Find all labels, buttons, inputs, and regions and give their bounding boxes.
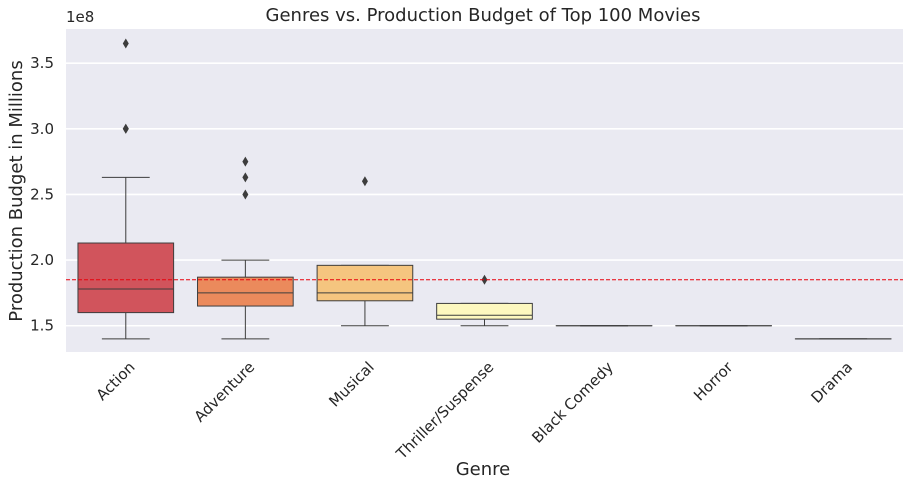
chart-title: Genres vs. Production Budget of Top 100 … — [266, 5, 701, 26]
x-axis-label: Genre — [456, 459, 511, 480]
y-tick-label: 3.5 — [30, 54, 54, 72]
iqr-box — [197, 276, 294, 307]
iqr-box — [436, 302, 533, 320]
y-axis-offset-label: 1e8 — [66, 8, 94, 26]
x-tick-label: Drama — [807, 358, 856, 407]
outlier-point — [122, 38, 129, 49]
outlier-point — [122, 123, 129, 134]
outlier-point — [242, 172, 249, 183]
outlier-point — [242, 156, 249, 167]
box-action — [77, 38, 175, 340]
x-tick-label: Action — [93, 358, 139, 404]
x-tick-label: Black Comedy — [528, 358, 617, 447]
box-musical — [316, 176, 414, 327]
y-tick-label: 1.5 — [30, 317, 54, 335]
boxes — [77, 38, 892, 340]
y-tick-label: 2.5 — [30, 185, 54, 203]
x-tick-label: Horror — [690, 358, 737, 405]
box-adventure — [197, 156, 294, 340]
x-tick-label: Musical — [325, 358, 377, 410]
x-axis-ticks: Action Adventure Musical Thriller/Suspense B… — [93, 358, 856, 464]
outlier-point — [242, 189, 249, 200]
x-tick-label: Adventure — [191, 358, 259, 426]
iqr-box — [77, 242, 175, 314]
outlier-point — [361, 176, 368, 187]
y-tick-label: 3.0 — [30, 120, 54, 138]
y-tick-label: 2.0 — [30, 251, 54, 269]
y-axis-label: Production Budget in Millions — [6, 60, 27, 321]
outlier-point — [481, 274, 488, 285]
y-axis-ticks: 1.5 2.0 2.5 3.0 3.5 — [30, 54, 54, 335]
box-thriller-suspense — [436, 274, 533, 327]
iqr-box — [316, 264, 414, 302]
x-tick-label: Thriller/Suspense — [392, 358, 497, 463]
